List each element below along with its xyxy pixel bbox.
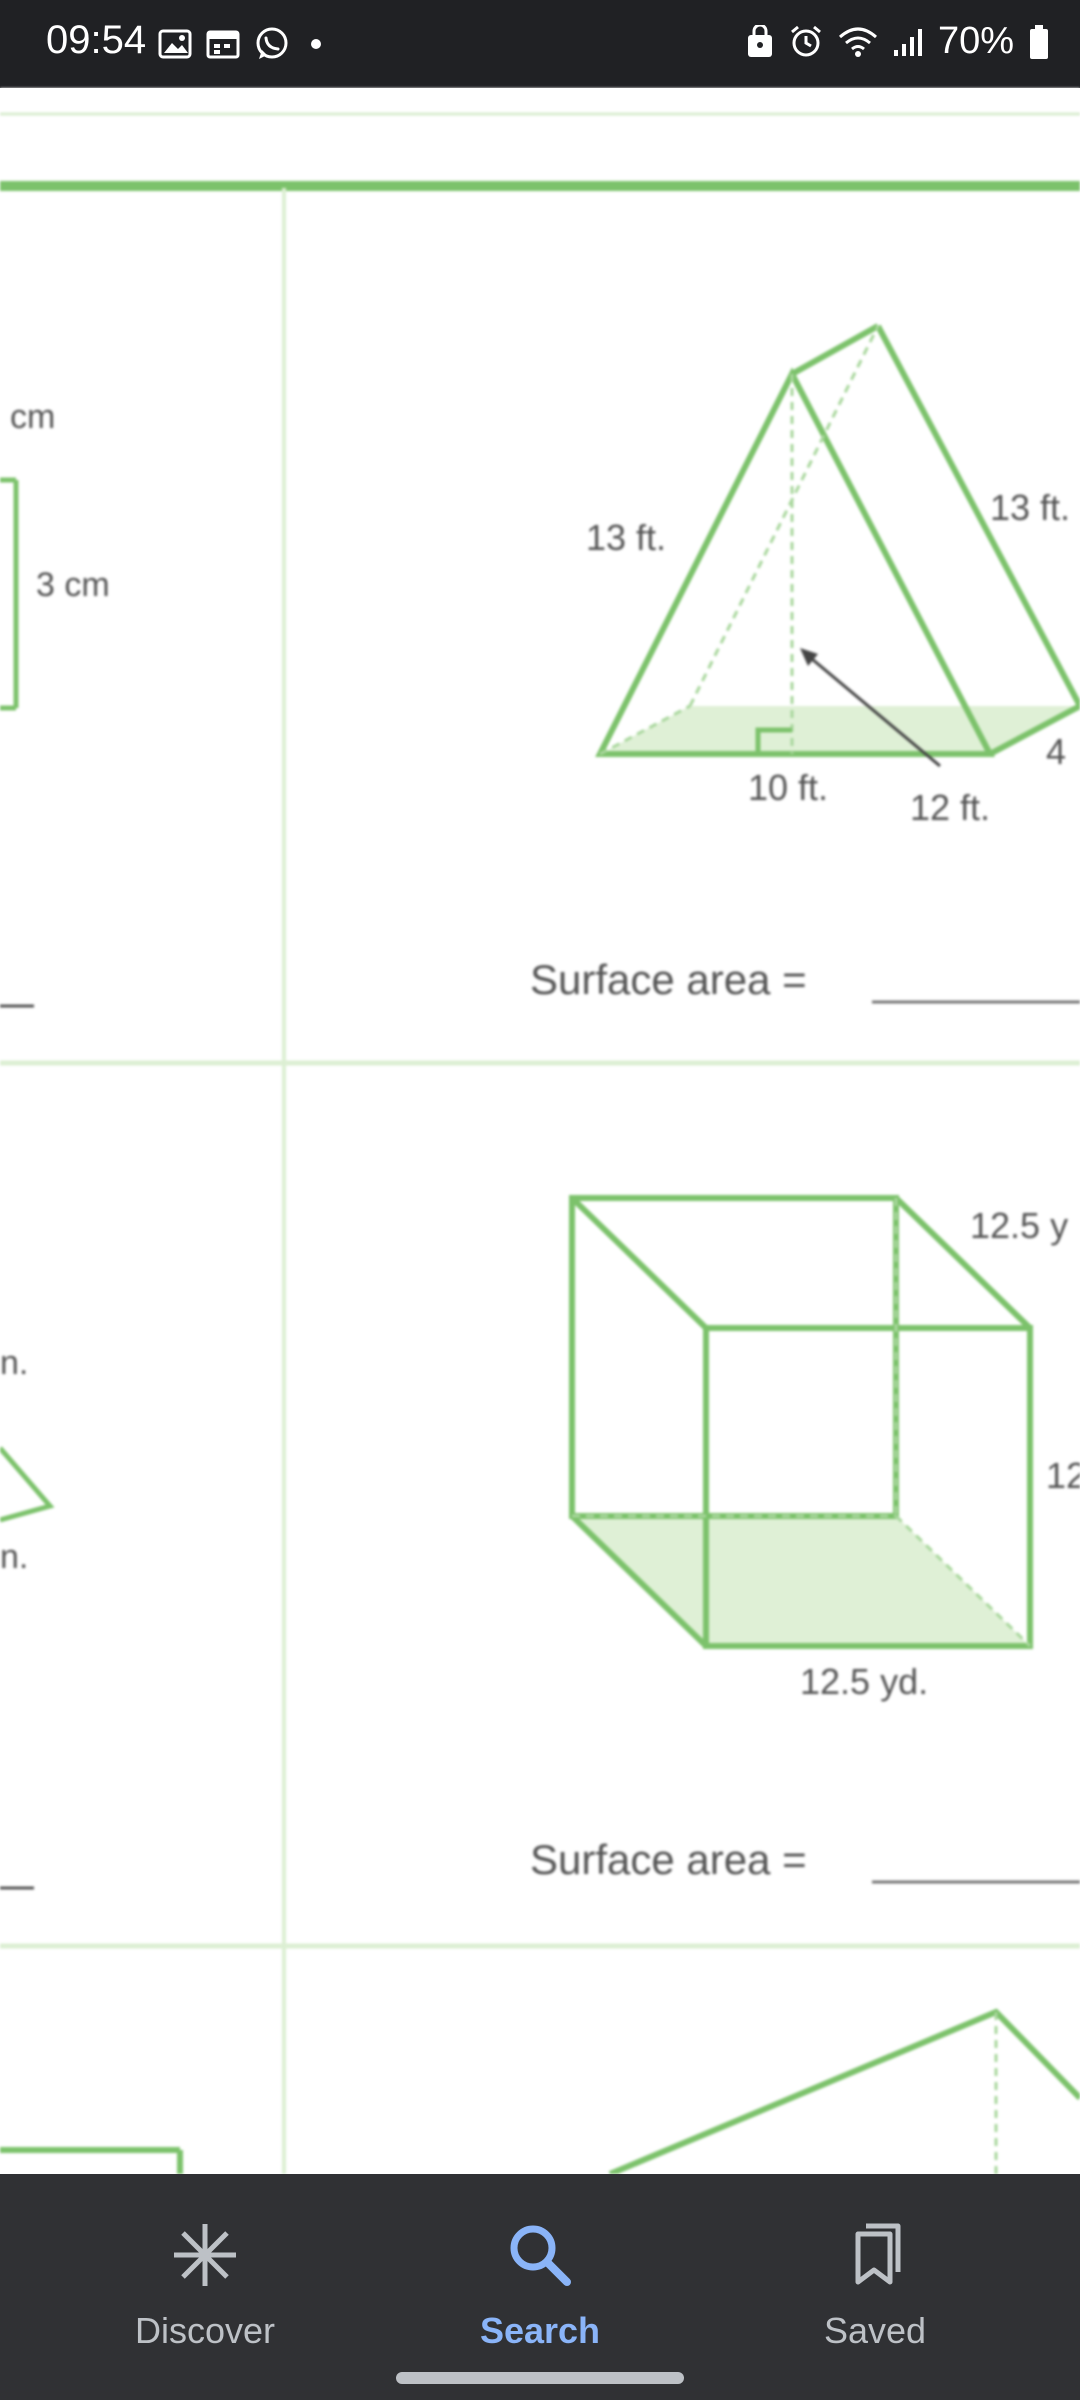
cube-right-edge-label: 12: [1046, 1455, 1080, 1496]
status-icons-right: 70%: [746, 20, 1050, 63]
notification-dot-icon: [311, 39, 321, 49]
cube-surface-area-label: Surface area =: [530, 1836, 807, 1883]
nav-search[interactable]: Search: [420, 2204, 660, 2354]
prism-height-label: 12 ft.: [910, 787, 990, 828]
alarm-icon: [790, 25, 821, 56]
cube-bottom-edge-label: 12.5 yd.: [800, 1661, 928, 1702]
nav-saved[interactable]: Saved: [755, 2204, 995, 2354]
prism-surface-area-label: Surface area =: [530, 956, 807, 1003]
whatsapp-icon: [256, 27, 288, 59]
nav-discover[interactable]: Discover: [85, 2204, 325, 2354]
cube-top-edge-label: 12.5 y: [970, 1205, 1068, 1246]
prism-base-label: 10 ft.: [748, 767, 828, 808]
home-indicator[interactable]: [396, 2372, 684, 2384]
prism-side-left-label: 13 ft.: [586, 517, 666, 558]
calendar-icon: [206, 30, 240, 59]
status-bar: 09:54: [0, 0, 1080, 88]
status-time: 09:54: [46, 18, 147, 62]
bottom-navigation: Discover Search Saved: [0, 2174, 1080, 2400]
left-label-n-bottom: n.: [0, 1538, 28, 1576]
nav-search-label: Search: [479, 2310, 601, 2351]
worksheet-image: cm 3 cm n. n. 13 ft. 13 ft. 10 ft. 12 ft…: [0, 88, 1080, 2174]
search-icon: [510, 2225, 571, 2286]
nav-saved-label: Saved: [823, 2310, 927, 2351]
prism-side-right-label: 13 ft.: [990, 487, 1070, 528]
nav-discover-label: Discover: [134, 2310, 276, 2351]
battery-percentage: 70%: [937, 20, 1014, 62]
signal-icon: [893, 28, 922, 56]
status-icons-left: [158, 26, 328, 62]
worksheet-drawing: cm 3 cm n. n. 13 ft. 13 ft. 10 ft. 12 ft…: [0, 112, 1080, 2174]
prism-depth-label: 4: [1046, 731, 1066, 772]
gallery-icon: [158, 29, 192, 59]
saved-icon: [855, 2223, 901, 2285]
lock-battery-icon: [747, 24, 772, 57]
wifi-icon: [838, 27, 877, 57]
battery-icon: [1030, 24, 1048, 59]
left-label-n-top: n.: [0, 1344, 28, 1382]
asterisk-icon: [174, 2224, 236, 2286]
left-label-cm-side: 3 cm: [36, 566, 110, 604]
left-label-cm-top: cm: [10, 398, 55, 436]
